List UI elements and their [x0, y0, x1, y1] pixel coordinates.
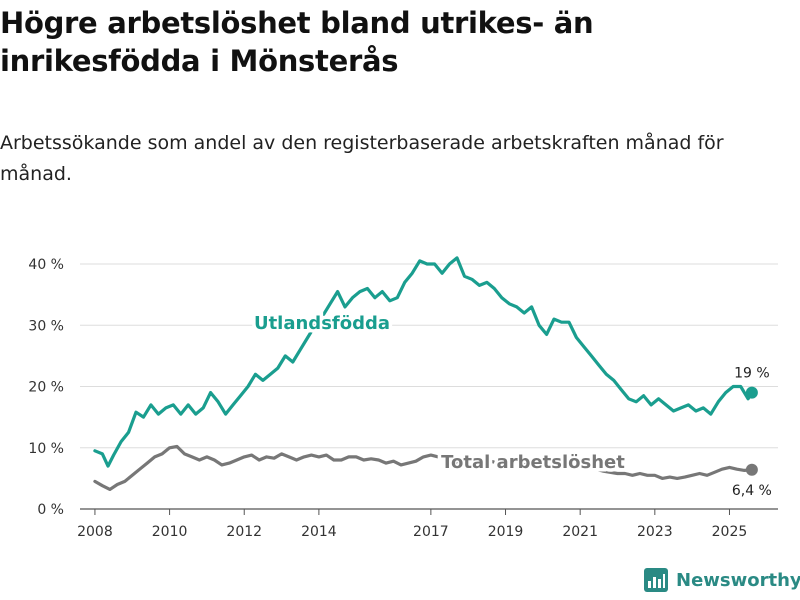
series-label-utlandsfodda: Utlandsfödda	[254, 313, 390, 334]
gridlines	[80, 263, 778, 510]
y-tick-label: 30 %	[28, 318, 64, 334]
series-labels: 19 % 6,4 % Utlandsfödda Total arbetslöshet	[250, 310, 772, 499]
y-tick-label: 20 %	[28, 380, 64, 396]
brand-name: Newsworthy	[676, 569, 800, 591]
end-value-label: 19 %	[734, 366, 770, 382]
y-tick-label: 0 %	[37, 502, 64, 518]
x-tick-label: 2025	[712, 524, 748, 540]
series-end-point	[745, 386, 758, 399]
chart-title: Högre arbetslöshet bland utrikes- än inr…	[0, 6, 594, 78]
y-tick-label: 10 %	[28, 441, 64, 457]
y-tick-label: 40 %	[28, 257, 64, 273]
x-tick-label: 2008	[77, 524, 113, 540]
series-lines	[93, 256, 758, 491]
brand-logo: Newsworthy	[644, 568, 800, 592]
y-axis: 0 % 10 % 20 % 30 % 40 %	[28, 257, 64, 518]
series-label-total: Total arbetslöshet	[441, 452, 625, 473]
x-tick-label: 2017	[413, 524, 449, 540]
x-tick-label: 2014	[301, 524, 337, 540]
chart-subtitle: Arbetssökande som andel av den registerb…	[0, 132, 724, 185]
series-line-total	[93, 444, 754, 491]
x-tick-label: 2023	[637, 524, 673, 540]
end-value-label: 6,4 %	[732, 483, 772, 499]
bar-chart-logo-icon	[644, 568, 668, 592]
x-tick-label: 2010	[152, 524, 188, 540]
x-tick-label: 2021	[562, 524, 598, 540]
series-line-utlandsfodda	[93, 256, 754, 468]
series-end-point	[745, 463, 758, 476]
x-axis: 2008 2010 2012 2014 2017 2019 2021 2023 2025	[77, 509, 747, 540]
x-tick-label: 2012	[226, 524, 262, 540]
x-tick-label: 2019	[488, 524, 524, 540]
